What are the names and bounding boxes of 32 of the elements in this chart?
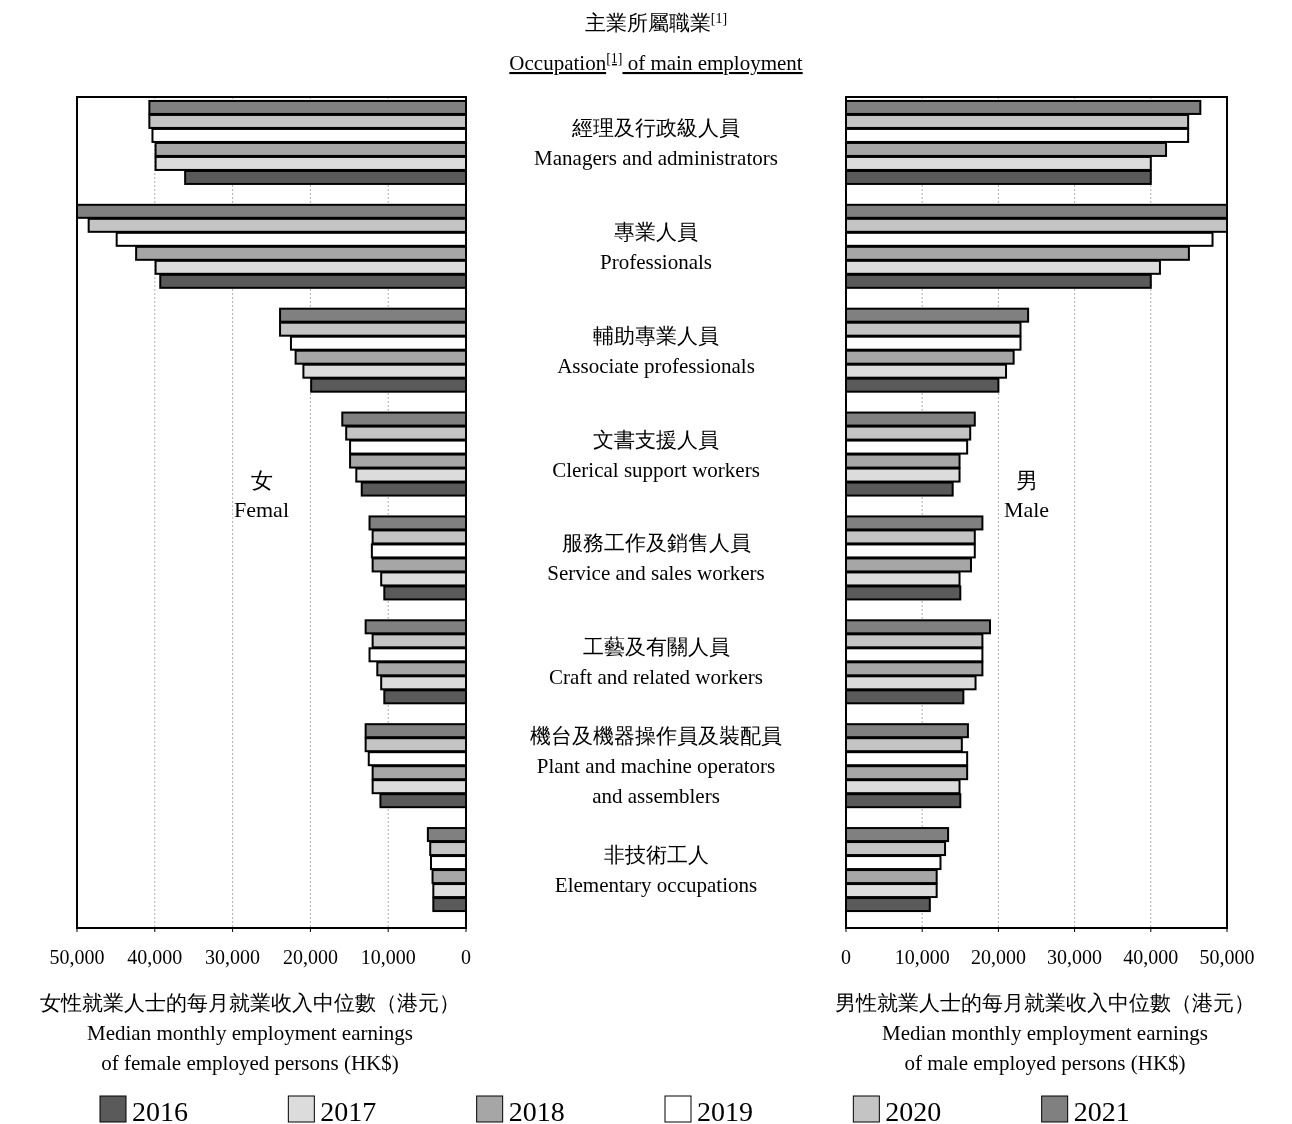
legend-label: 2016 xyxy=(132,1096,188,1124)
x-tick-label: 50,000 xyxy=(1199,946,1255,968)
x-tick-label: 30,000 xyxy=(1047,946,1103,968)
y-tick-label: 經理及行政級人員 Managers and administrators xyxy=(534,115,778,170)
annotation: 男 Male xyxy=(1003,467,1050,522)
x-tick-label: 40,000 xyxy=(127,946,183,968)
legend-label: 2021 xyxy=(1073,1096,1130,1124)
x-tick-label: 50,000 xyxy=(49,946,105,968)
x-tick-label: 20,000 xyxy=(282,946,338,968)
legend-label: 2019 xyxy=(697,1096,753,1124)
x-tick-label: 40,000 xyxy=(1123,946,1179,968)
x-axis-title: 男性就業人士的每月就業收入中位數（港元） Median monthly employment earnings of male employed persons (HK$) xyxy=(835,991,1255,1075)
y-tick-label: 專業人員 Professionals xyxy=(600,219,712,274)
text: Occupation$^{[1]}$ of main employment xyxy=(509,50,803,75)
x-tick-label: 20,000 xyxy=(970,946,1026,968)
x-tick-label: 0 xyxy=(841,946,851,968)
x-tick-label: 10,000 xyxy=(894,946,950,968)
y-tick-label: 非技術工人 Elementary occupations xyxy=(554,843,758,898)
annotation: 女 Femal xyxy=(234,467,289,522)
y-tick-label: 工藝及有關人員 Craft and related workers xyxy=(549,635,763,690)
y-tick-label: 文書支援人員 Clerical support workers xyxy=(552,427,760,482)
text: 主業所屬職業$^{[1]}$ xyxy=(584,10,728,35)
y-tick-label: 機台及機器操作員及裝配員 Plant and machine operators and assemblers xyxy=(530,724,782,809)
legend-label: 2018 xyxy=(508,1096,565,1124)
x-tick-label: 10,000 xyxy=(360,946,416,968)
legend-label: 2020 xyxy=(885,1096,942,1124)
x-tick-label: 30,000 xyxy=(205,946,261,968)
x-tick-label: 0 xyxy=(461,946,471,968)
x-axis-title: 女性就業人士的每月就業收入中位數（港元） Median monthly employment earnings of female employed persons (HK$) xyxy=(40,991,460,1075)
y-tick-label: 服務工作及銷售人員 Service and sales workers xyxy=(547,531,765,586)
y-tick-label: 輔助專業人員 Associate professionals xyxy=(557,323,755,378)
legend-label: 2017 xyxy=(320,1096,377,1124)
